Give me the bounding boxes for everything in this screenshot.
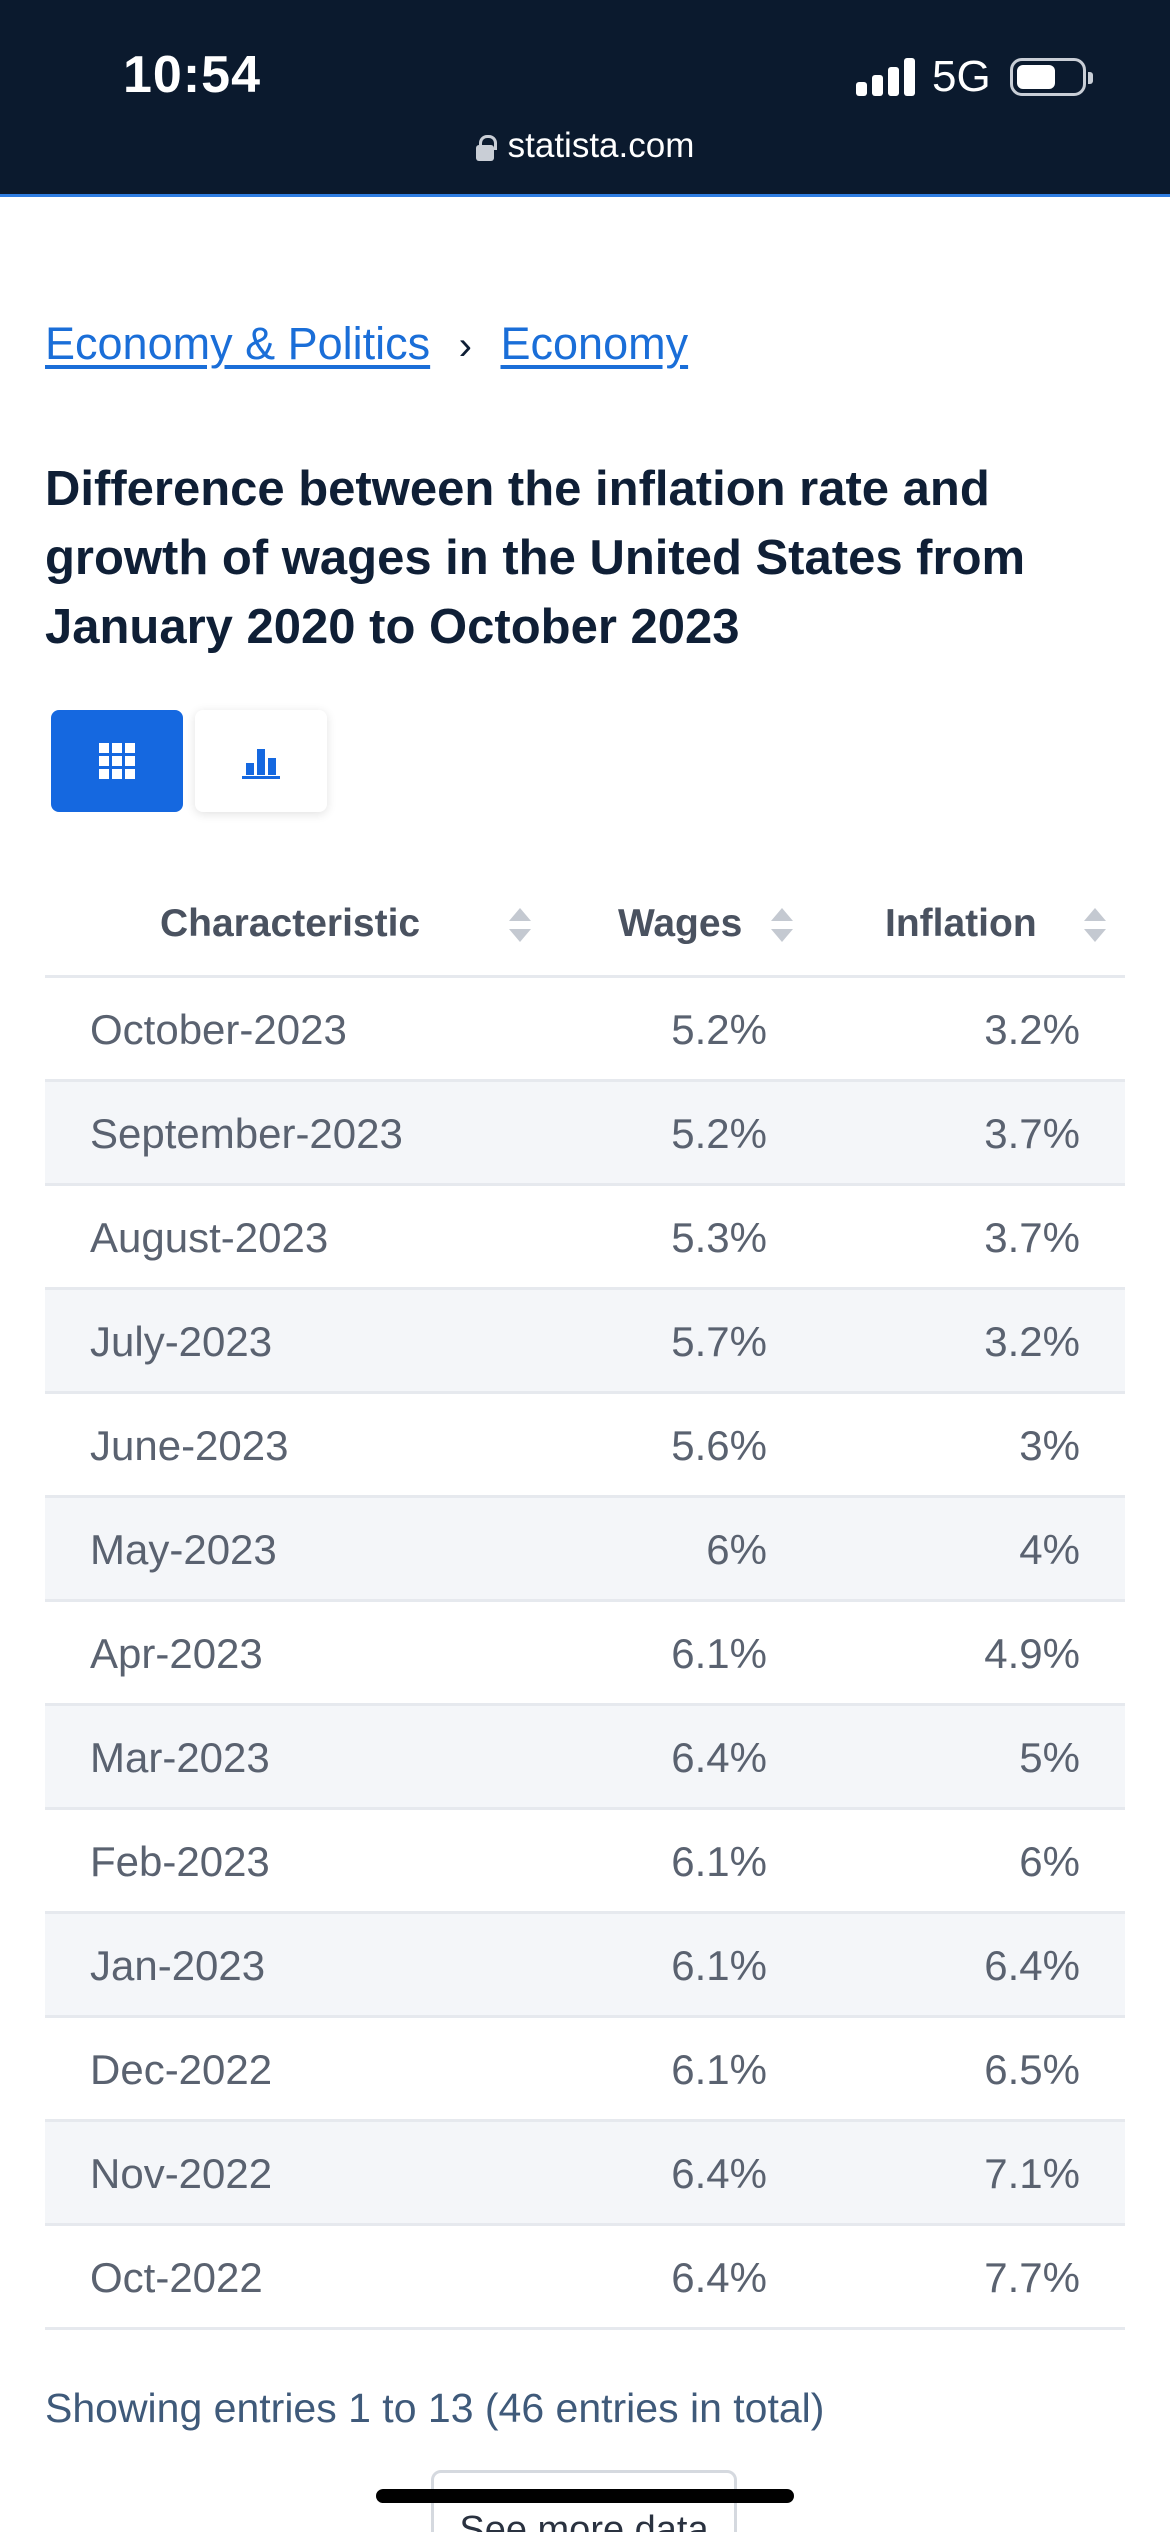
- table-row: Dec-2022 6.1% 6.5%: [45, 2018, 1125, 2122]
- cell-characteristic: Apr-2023: [90, 1630, 263, 1677]
- table-row: Oct-2022 6.4% 7.7%: [45, 2226, 1125, 2330]
- sort-icon[interactable]: [1084, 908, 1106, 944]
- cell-characteristic: September-2023: [90, 1110, 403, 1157]
- table-row: June-2023 5.6% 3%: [45, 1394, 1125, 1498]
- breadcrumb: Economy & Politics › Economy: [45, 318, 688, 370]
- cell-wages: 5.6%: [671, 1422, 767, 1469]
- cell-characteristic: October-2023: [90, 1006, 347, 1053]
- cell-inflation: 3.7%: [984, 1214, 1080, 1261]
- table-icon: [99, 743, 135, 779]
- cell-wages: 6.1%: [671, 2046, 767, 2093]
- battery-icon: [1010, 58, 1093, 96]
- entries-summary: Showing entries 1 to 13 (46 entries in t…: [45, 2385, 825, 2431]
- chart-view-button[interactable]: [195, 710, 327, 812]
- cell-characteristic: Oct-2022: [90, 2254, 263, 2301]
- table-row: July-2023 5.7% 3.2%: [45, 1290, 1125, 1394]
- cell-inflation: 3%: [1019, 1422, 1080, 1469]
- cell-characteristic: July-2023: [90, 1318, 273, 1365]
- table-row: Mar-2023 6.4% 5%: [45, 1706, 1125, 1810]
- page-title: Difference between the inflation rate an…: [45, 462, 1026, 654]
- sort-icon[interactable]: [771, 908, 793, 944]
- cell-wages: 5.3%: [671, 1214, 767, 1261]
- cell-wages: 6.4%: [671, 1734, 767, 1781]
- loading-progress-line: [0, 194, 1170, 197]
- cell-wages: 6.4%: [671, 2254, 767, 2301]
- cell-wages: 5.7%: [671, 1318, 767, 1365]
- breadcrumb-economy[interactable]: Economy: [500, 318, 689, 369]
- network-type: 5G: [932, 52, 991, 101]
- table-header: Characteristic Wages Inflation: [45, 878, 1125, 978]
- cell-characteristic: Feb-2023: [90, 1838, 270, 1885]
- cell-wages: 5.2%: [671, 1006, 767, 1053]
- cell-inflation: 6.4%: [984, 1942, 1080, 1989]
- cell-characteristic: Mar-2023: [90, 1734, 270, 1781]
- table-row: September-2023 5.2% 3.7%: [45, 1082, 1125, 1186]
- column-header-wages[interactable]: Wages: [618, 902, 743, 945]
- table-body: October-2023 5.2% 3.2% September-2023 5.2% 3.…: [45, 978, 1125, 2330]
- data-table: Characteristic Wages Inflation October-2…: [45, 878, 1125, 2330]
- table-row: Apr-2023 6.1% 4.9%: [45, 1602, 1125, 1706]
- cell-characteristic: August-2023: [90, 1214, 329, 1261]
- cell-characteristic: May-2023: [90, 1526, 277, 1573]
- see-more-data-label: See more data: [459, 2509, 709, 2532]
- table-view-button[interactable]: [51, 710, 183, 812]
- cell-inflation: 3.2%: [984, 1006, 1080, 1053]
- browser-top-bar: 10:54 5G statista.com: [0, 0, 1170, 194]
- cell-inflation: 7.1%: [984, 2150, 1080, 2197]
- cell-wages: 6.1%: [671, 1942, 767, 1989]
- cell-characteristic: Dec-2022: [90, 2046, 273, 2093]
- cell-wages: 5.2%: [671, 1110, 767, 1157]
- url-domain: statista.com: [507, 126, 695, 165]
- table-row: August-2023 5.3% 3.7%: [45, 1186, 1125, 1290]
- table-row: Jan-2023 6.1% 6.4%: [45, 1914, 1125, 2018]
- cell-inflation: 5%: [1019, 1734, 1080, 1781]
- cell-inflation: 6.5%: [984, 2046, 1080, 2093]
- cell-characteristic: June-2023: [90, 1422, 289, 1469]
- url-bar[interactable]: statista.com: [0, 126, 1170, 166]
- cell-characteristic: Nov-2022: [90, 2150, 273, 2197]
- cell-inflation: 3.2%: [984, 1318, 1080, 1365]
- cell-inflation: 4.9%: [984, 1630, 1080, 1677]
- cell-inflation: 7.7%: [984, 2254, 1080, 2301]
- table-row: Nov-2022 6.4% 7.1%: [45, 2122, 1125, 2226]
- cell-inflation: 6%: [1019, 1838, 1080, 1885]
- column-header-characteristic[interactable]: Characteristic: [160, 902, 421, 945]
- cell-wages: 6.4%: [671, 2150, 767, 2197]
- sort-icon[interactable]: [509, 908, 531, 944]
- cell-inflation: 3.7%: [984, 1110, 1080, 1157]
- cell-wages: 6.1%: [671, 1838, 767, 1885]
- cell-wages: 6.1%: [671, 1630, 767, 1677]
- home-indicator[interactable]: [376, 2489, 794, 2503]
- cellular-signal-icon: [856, 58, 916, 96]
- table-row: May-2023 6% 4%: [45, 1498, 1125, 1602]
- cell-inflation: 4%: [1019, 1526, 1080, 1573]
- table-row: October-2023 5.2% 3.2%: [45, 978, 1125, 1082]
- cell-characteristic: Jan-2023: [90, 1942, 266, 1989]
- table-row: Feb-2023 6.1% 6%: [45, 1810, 1125, 1914]
- bar-chart-icon: [242, 743, 280, 779]
- column-header-inflation[interactable]: Inflation: [885, 902, 1037, 945]
- lock-icon: [475, 135, 497, 161]
- breadcrumb-separator: ›: [458, 324, 472, 368]
- status-time: 10:54: [123, 46, 261, 104]
- breadcrumb-economy-politics[interactable]: Economy & Politics: [45, 318, 431, 369]
- cell-wages: 6%: [706, 1526, 767, 1573]
